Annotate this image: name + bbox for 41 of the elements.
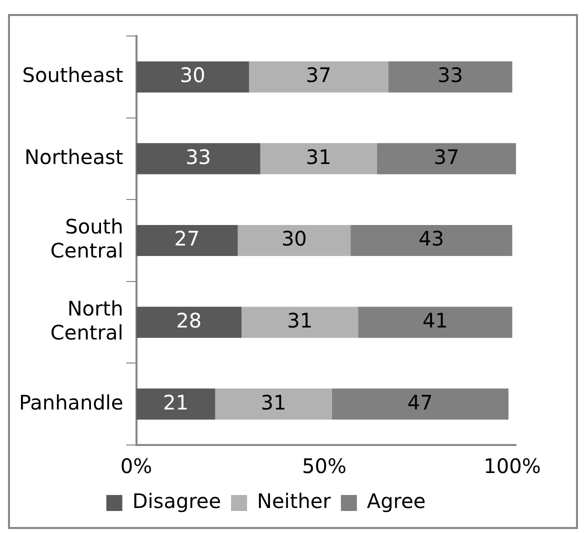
data-label: 33 [186,144,212,169]
bar [388,61,512,92]
legend-label: Agree [366,489,426,514]
data-label: 30 [180,63,206,88]
bar [238,224,351,256]
y-tick-label: South Central [50,214,124,263]
data-label: 30 [281,226,307,251]
data-label: 33 [437,63,463,88]
data-label: 37 [306,63,332,88]
y-tick-label: North Central [50,296,124,345]
bar [358,306,512,338]
bar [136,224,238,256]
bar [136,61,250,92]
bar [260,143,377,174]
data-label: 43 [418,226,444,251]
bar [376,143,516,174]
bar [136,388,216,420]
bar [136,143,260,174]
data-label: 41 [422,308,448,333]
bar [332,388,508,420]
y-tick-label: Southeast [22,63,124,88]
legend-label: Disagree [132,489,222,514]
data-label: 28 [176,308,202,333]
y-tick-label: Northeast [24,144,124,169]
data-label: 27 [174,226,200,251]
data-label: 37 [434,144,460,169]
data-label: 21 [163,390,188,414]
bar [242,306,358,338]
x-tick-label: 100% [484,454,541,478]
legend-label: Neither [257,489,332,514]
data-label: 31 [306,144,332,169]
bar [215,388,332,420]
bar [350,224,512,256]
y-tick-label: Panhandle [18,390,124,414]
bar [136,306,242,338]
data-label: 31 [287,308,313,333]
bar [249,61,388,92]
x-tick-label: 50% [302,454,346,478]
data-label: 31 [260,390,286,414]
x-tick-label: 0% [120,454,152,478]
data-label: 47 [407,390,433,414]
